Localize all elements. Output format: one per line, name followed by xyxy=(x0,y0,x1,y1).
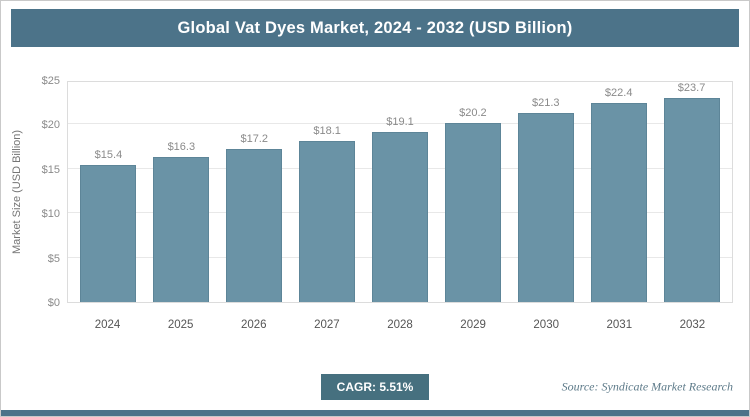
bar-group: $15.4 xyxy=(72,82,145,302)
bars-row: $15.4 $16.3 $17.2 $18.1 $19.1 $20.2 $21.3 $22.4… xyxy=(68,82,732,302)
y-tick-label: $25 xyxy=(41,75,60,87)
bar-group: $21.3 xyxy=(509,82,582,302)
bar-value-label: $17.2 xyxy=(240,133,268,146)
plot-area: $15.4 $16.3 $17.2 $18.1 $19.1 $20.2 $21.3 $22.4… xyxy=(67,81,733,303)
y-tick-label: $20 xyxy=(41,119,60,132)
cagr-badge: CAGR: 5.51% xyxy=(320,374,430,400)
bar xyxy=(153,157,210,302)
bar xyxy=(663,98,720,302)
y-axis-label: Market Size (USD Billion) xyxy=(11,129,23,255)
bar xyxy=(372,132,428,302)
bar-value-label: $15.4 xyxy=(94,149,123,162)
bar-group: $22.4 xyxy=(582,82,655,302)
bar-group: $23.7 xyxy=(655,82,728,302)
x-tick-label: 2027 xyxy=(314,319,340,331)
x-tick-label: 2028 xyxy=(387,319,413,331)
source-text: Source: Syndicate Market Research xyxy=(561,379,733,394)
bar-group: $19.1 xyxy=(364,82,437,302)
bar xyxy=(590,103,647,302)
y-tick-label: $5 xyxy=(47,252,60,265)
y-tick-label: $15 xyxy=(41,163,60,176)
bar-value-label: $23.7 xyxy=(677,82,706,94)
bar-group: $18.1 xyxy=(291,82,364,302)
bar-value-label: $21.3 xyxy=(532,96,560,109)
bar-group: $17.2 xyxy=(218,82,291,302)
bar xyxy=(517,112,574,302)
bar-value-label: $16.3 xyxy=(167,141,196,154)
bar-value-label: $20.2 xyxy=(459,106,487,119)
x-axis-labels: 2024 2025 2026 2027 2028 2029 2030 2031 2032 xyxy=(67,303,733,331)
gridline xyxy=(68,123,732,125)
bar-value-label: $19.1 xyxy=(386,116,414,129)
bar-value-label: $18.1 xyxy=(313,125,341,138)
y-tick-label: $10 xyxy=(41,208,60,221)
x-tick-label: 2031 xyxy=(606,319,633,331)
chart-footer: CAGR: 5.51% Source: Syndicate Market Res… xyxy=(1,374,749,400)
y-axis-ticks: $0 $5 $10 $15 $20 $25 xyxy=(29,75,67,309)
y-tick-label: $0 xyxy=(47,297,60,309)
chart-title: Global Vat Dyes Market, 2024 - 2032 (USD… xyxy=(11,9,739,47)
x-tick-label: 2024 xyxy=(94,319,121,331)
bar xyxy=(80,165,137,302)
x-tick-label: 2030 xyxy=(533,319,559,331)
bar xyxy=(226,149,283,302)
x-tick-label: 2029 xyxy=(460,319,486,331)
bar-group: $16.3 xyxy=(145,82,218,302)
chart-area: Market Size (USD Billion) $0 $5 $10 $15 $20 $… xyxy=(11,75,733,331)
x-tick-label: 2025 xyxy=(167,319,194,331)
bottom-accent-strip xyxy=(1,410,749,416)
bar xyxy=(299,141,356,302)
x-tick-label: 2026 xyxy=(240,319,267,331)
bar xyxy=(444,122,501,302)
bar-value-label: $22.4 xyxy=(604,87,633,100)
x-tick-label: 2032 xyxy=(679,319,706,331)
bar-group: $20.2 xyxy=(436,82,509,302)
